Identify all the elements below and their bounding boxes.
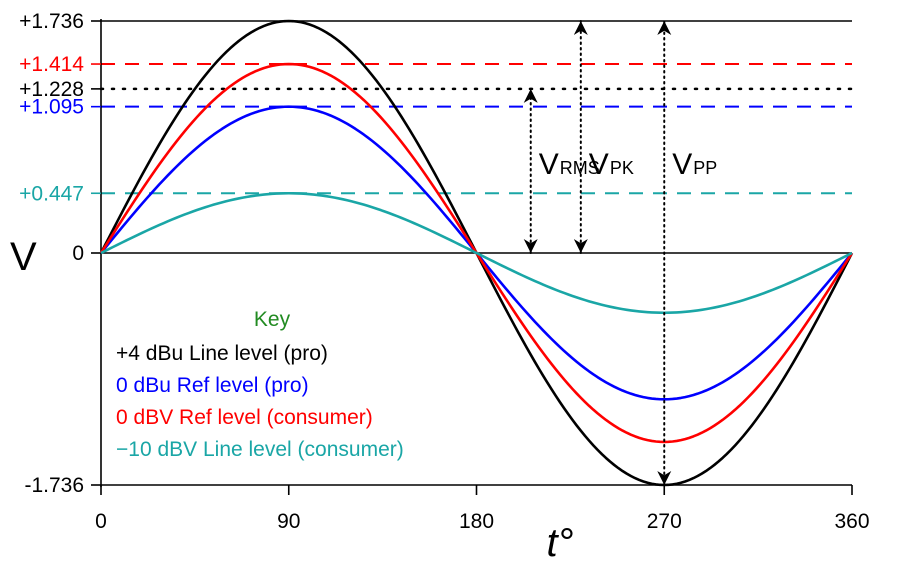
legend-entry-3: −10 dBV Line level (consumer) — [116, 438, 404, 461]
x-axis-label: t° — [546, 521, 573, 564]
x-tick-label-2: 180 — [459, 510, 494, 533]
measure-label-1: VPK — [589, 148, 634, 181]
y-axis-label: V — [10, 235, 37, 279]
series-line-3 — [100, 191, 853, 315]
x-tick-labels: 0 90 180 270 360 — [95, 510, 869, 533]
x-tick-label-1: 90 — [277, 510, 300, 533]
legend-entry-1: 0 dBu Ref level (pro) — [116, 374, 309, 397]
legend-entry-0: +4 dBu Line level (pro) — [116, 342, 328, 365]
y-tick-label-6: -1.736 — [24, 474, 84, 497]
y-tick-label-0: +1.736 — [19, 10, 84, 33]
x-tick-label-0: 0 — [95, 510, 107, 533]
y-tick-label-3: +1.095 — [19, 96, 84, 119]
x-tick-label-3: 270 — [647, 510, 682, 533]
legend-title: Key — [254, 308, 291, 331]
legend-entry-2: 0 dBV Ref level (consumer) — [116, 406, 373, 429]
reference-lines — [99, 20, 854, 254]
legend: Key +4 dBu Line level (pro) 0 dBu Ref lev… — [116, 308, 404, 461]
y-tick-label-2: +1.228 — [19, 78, 84, 101]
y-tick-label-5: 0 — [72, 242, 84, 265]
x-tick-label-4: 360 — [834, 510, 869, 533]
series-curves — [99, 19, 854, 487]
y-tick-label-1: +1.414 — [19, 53, 84, 76]
y-tick-labels: +1.736 +1.414+1.228+1.095 +0.447 0 -1.736 — [19, 10, 84, 497]
measure-label-2: VPP — [672, 148, 717, 181]
y-tick-label-4: +0.447 — [19, 182, 84, 205]
